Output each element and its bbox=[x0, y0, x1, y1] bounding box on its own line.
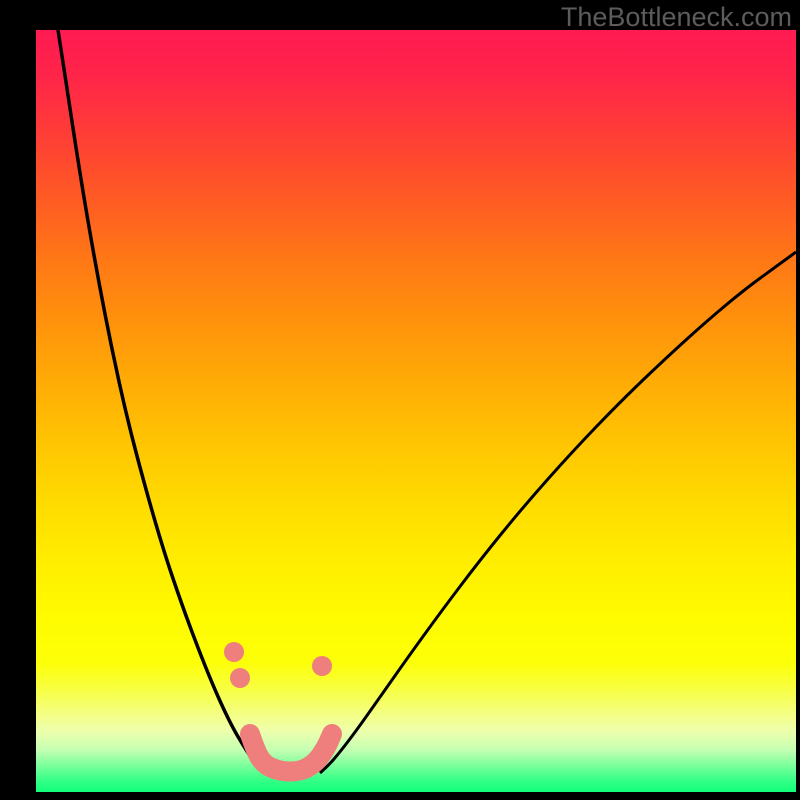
gradient-background bbox=[36, 30, 796, 792]
chart-root: TheBottleneck.com bbox=[0, 0, 800, 800]
watermark-text: TheBottleneck.com bbox=[561, 2, 792, 33]
plot-area bbox=[36, 30, 796, 792]
